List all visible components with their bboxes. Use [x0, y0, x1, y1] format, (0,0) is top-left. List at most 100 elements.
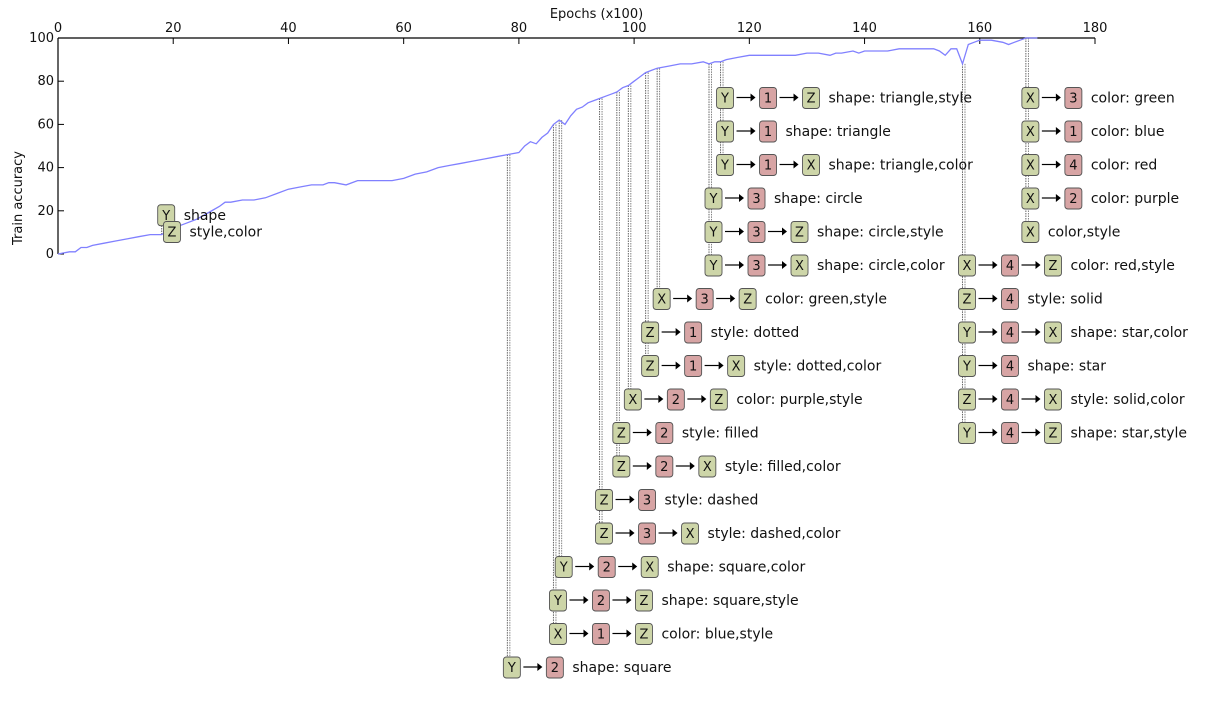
- x-axis-title: Epochs (x100): [550, 7, 643, 22]
- box-token: 2: [1069, 192, 1077, 207]
- arrow-head-icon: [782, 227, 788, 236]
- accuracy-line: [57, 37, 1038, 255]
- value-box: [1001, 254, 1019, 277]
- annotation-text: color,style: [1048, 225, 1121, 241]
- box-token: Z: [617, 460, 626, 475]
- arrow-head-icon: [687, 294, 693, 303]
- variable-box: [727, 355, 746, 377]
- value-box: [1064, 120, 1083, 143]
- arrow-head-icon: [992, 361, 998, 370]
- arrow-head-icon: [730, 294, 736, 303]
- variable-box: [640, 556, 659, 578]
- annotation-text: style: filled,color: [725, 459, 841, 475]
- annotation-text: shape: square: [572, 660, 671, 676]
- value-box: [1001, 288, 1019, 310]
- box-token: Z: [963, 393, 972, 408]
- annotation-label: X 3 color: green: [1021, 87, 1175, 109]
- value-box: [1001, 388, 1019, 411]
- variable-box: [595, 522, 613, 545]
- arrow-head-icon: [1055, 93, 1061, 102]
- box-token: Y: [962, 326, 971, 341]
- variable-box: [716, 87, 734, 109]
- annotation-label: Y 1 shape: triangle: [716, 120, 891, 143]
- arrow-head-icon: [739, 194, 745, 202]
- box-token: 3: [643, 527, 651, 542]
- arrow-head-icon: [793, 160, 799, 169]
- arrow-head-icon: [1035, 395, 1041, 403]
- box-token: X: [732, 360, 741, 375]
- x-tick-label: 80: [511, 21, 528, 36]
- variable-box: [716, 120, 734, 143]
- y-tick-label: 100: [29, 31, 54, 46]
- value-box: [747, 221, 766, 243]
- box-token: 2: [660, 460, 668, 475]
- value-box: [597, 556, 616, 578]
- arrow-head-icon: [992, 428, 998, 437]
- box-token: Z: [743, 293, 752, 308]
- variable-box: [1021, 221, 1040, 243]
- annotation-text: style: filled: [682, 426, 759, 442]
- box-token: 3: [701, 293, 709, 308]
- box-token: X: [795, 259, 804, 274]
- annotation-text: color: green,style: [765, 292, 887, 308]
- box-token: 4: [1006, 293, 1014, 308]
- arrow-head-icon: [646, 428, 652, 437]
- x-tick-label: 60: [395, 21, 412, 36]
- value-box: [759, 87, 777, 109]
- box-token: 2: [672, 393, 680, 408]
- annotation-text: shape: triangle: [786, 124, 891, 140]
- variable-box: [612, 455, 631, 478]
- variable-box: [802, 154, 820, 176]
- annotation-text: color: red: [1091, 158, 1157, 174]
- value-box: [747, 187, 766, 210]
- box-token: Y: [720, 125, 729, 140]
- variable-box: [681, 522, 699, 545]
- box-token: 3: [643, 494, 651, 509]
- box-token: X: [645, 561, 654, 576]
- arrow-head-icon: [718, 361, 724, 370]
- box-token: 1: [764, 159, 772, 174]
- annotation-text: shape: star,style: [1070, 426, 1187, 442]
- variable-box: [958, 388, 976, 411]
- annotation-text: shape: triangle,color: [829, 158, 974, 174]
- box-token: X: [1026, 159, 1035, 174]
- variable-box: [1021, 154, 1040, 176]
- box-token: Y: [720, 92, 729, 107]
- box-token: 4: [1006, 360, 1014, 375]
- box-token: Y: [709, 259, 718, 274]
- box-token: X: [963, 259, 972, 274]
- variable-box: [652, 288, 671, 310]
- variable-box: [738, 288, 757, 310]
- box-token: X: [628, 393, 637, 408]
- variable-box: [790, 254, 809, 277]
- annotation-text: color: green: [1091, 91, 1175, 107]
- box-token: X: [1026, 125, 1035, 140]
- arrow-head-icon: [793, 93, 799, 102]
- arrow-head-icon: [537, 663, 543, 671]
- axes: 0 20 40 60 80 100 120 140 160 180020406080100Epoc…: [11, 7, 1107, 262]
- value-box: [1001, 355, 1019, 377]
- box-token: Z: [795, 226, 804, 241]
- y-axis-title: Train accuracy: [11, 151, 26, 246]
- value-box: [638, 489, 656, 511]
- box-token: X: [807, 159, 816, 174]
- y-tick-label: 20: [37, 204, 54, 219]
- arrow-head-icon: [739, 261, 745, 269]
- variable-box: [1021, 187, 1040, 210]
- annotation-text: shape: star: [1027, 359, 1106, 375]
- variable-box: [698, 455, 717, 478]
- box-token: 1: [764, 125, 772, 140]
- annotation-text: style: solid: [1027, 292, 1102, 308]
- variable-box: [163, 221, 181, 243]
- arrow-head-icon: [750, 160, 756, 169]
- variable-box: [716, 154, 734, 176]
- value-box: [759, 120, 777, 143]
- variable-box: [802, 87, 820, 109]
